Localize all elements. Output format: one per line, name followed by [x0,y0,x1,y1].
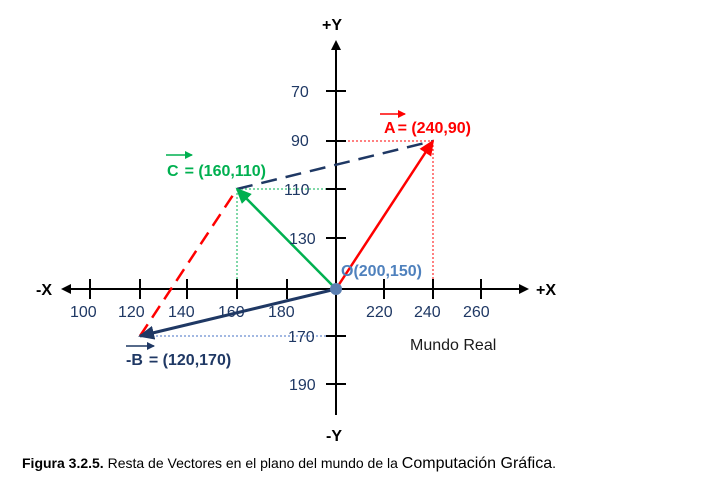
vector-a-arrow [334,139,435,290]
y-tick-label: 90 [291,133,309,150]
x-tick-label: 240 [414,304,441,321]
axis-pos-y-label: +Y [322,17,342,34]
origin-label: O(200,150) [341,263,422,280]
caption-figure-number: Figura 3.2.5. [22,455,104,471]
x-tick-labels: 100 120 140 160 180 220 240 260 [70,304,490,321]
origin-point [330,283,342,295]
y-tick-labels: 70 90 110 130 170 190 [284,84,316,394]
vector-a-value: = (240,90) [398,120,471,137]
vector-neg-b-value: = (120,170) [149,352,231,369]
x-tick-label: 180 [268,304,295,321]
vector-c-name: C [167,163,179,180]
vector-a-label: A = (240,90) [384,120,471,137]
caption-end: . [552,455,556,471]
guide-lines [140,140,434,337]
x-tick-marks [89,279,482,299]
caption-text: Resta de Vectores en el plano del mundo … [103,455,402,471]
vector-neg-b-arrow [138,287,337,340]
vector-a-name: A [384,120,396,137]
x-tick-label: 160 [218,304,245,321]
y-tick-label: 130 [289,231,316,248]
world-label: Mundo Real [410,337,496,354]
vector-c-arrow [235,187,337,290]
vector-neg-b-name: -B [126,352,143,369]
y-tick-label: 170 [288,329,315,346]
dashed-navy-line [236,139,434,191]
vector-c-value: = (160,110) [185,163,266,180]
y-tick-label: 190 [289,377,316,394]
y-tick-marks [326,90,346,385]
axis-neg-y-label: -Y [326,428,342,445]
axis-pos-x-label: +X [536,282,556,299]
dashed-red-line [138,188,239,337]
x-tick-label: 140 [168,304,195,321]
vector-c-label: C = (160,110) [167,163,266,180]
y-tick-label: 70 [291,84,309,101]
y-tick-label: 110 [284,182,310,199]
x-tick-label: 260 [463,304,490,321]
vector-neg-b-label: -B = (120,170) [126,352,231,369]
x-tick-label: 100 [70,304,97,321]
figure-caption: Figura 3.2.5. Resta de Vectores en el pl… [22,455,702,473]
x-tick-label: 220 [366,304,393,321]
x-tick-label: 120 [118,304,145,321]
axis-neg-x-label: -X [36,282,52,299]
caption-emphasis: Computación Gráfica [401,455,553,472]
